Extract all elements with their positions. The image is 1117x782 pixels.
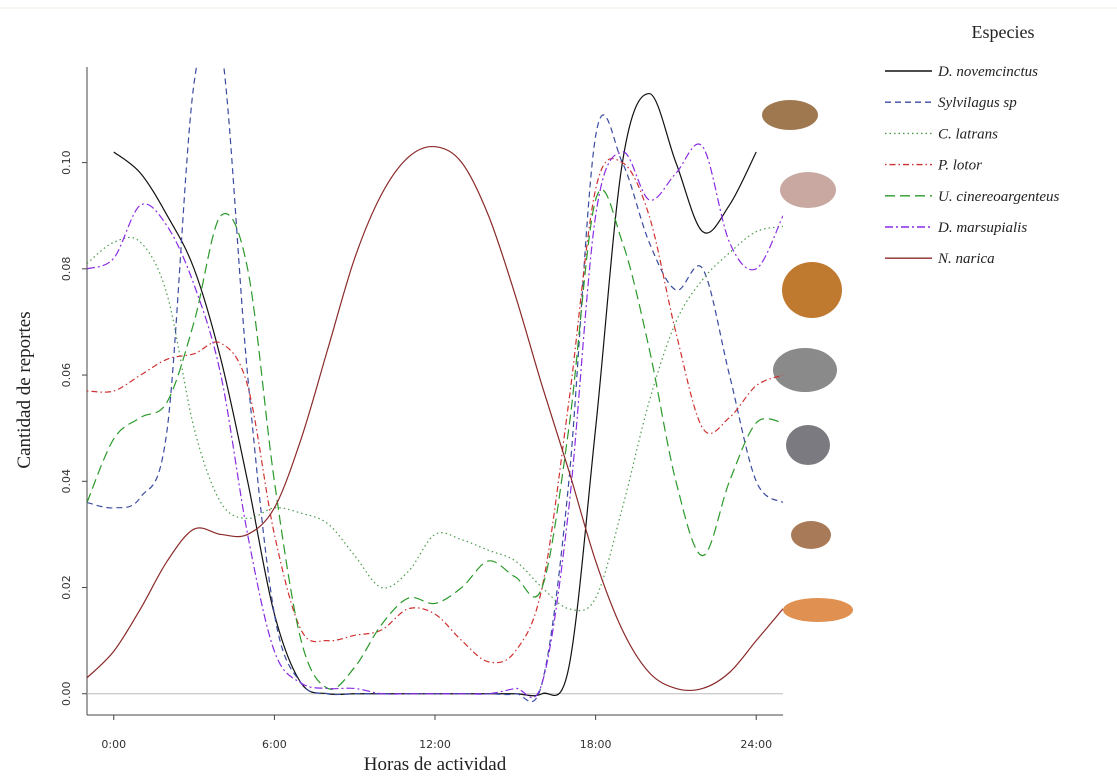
armadillo-icon bbox=[762, 100, 818, 130]
series-line bbox=[113, 92, 757, 697]
y-tick-label: 0.04 bbox=[60, 469, 73, 494]
x-tick-label: 18:00 bbox=[580, 738, 612, 751]
y-tick-label: 0.00 bbox=[60, 682, 73, 707]
y-axis-label: Cantidad de reportes bbox=[14, 311, 35, 468]
fox-icon bbox=[786, 425, 830, 465]
legend-label: C. latrans bbox=[938, 126, 998, 142]
legend-label: N. narica bbox=[937, 251, 995, 267]
series-line bbox=[87, 189, 783, 690]
opossum-icon bbox=[780, 172, 836, 208]
series-line bbox=[87, 157, 783, 664]
y-tick-label: 0.10 bbox=[60, 150, 73, 175]
x-tick-label: 0:00 bbox=[101, 738, 126, 751]
rabbit-icon bbox=[791, 521, 831, 549]
y-tick-label: 0.08 bbox=[60, 257, 73, 282]
x-tick-label: 6:00 bbox=[262, 738, 287, 751]
x-tick-label: 24:00 bbox=[740, 738, 772, 751]
raccoon-icon bbox=[773, 348, 837, 392]
legend-label: D. novemcinctus bbox=[937, 64, 1038, 80]
series-line bbox=[87, 67, 783, 703]
series-line bbox=[87, 143, 783, 699]
x-axis-label: Horas de actividad bbox=[364, 754, 507, 775]
legend-label: P. lotor bbox=[937, 158, 982, 174]
legend-label: U. cinereoargenteus bbox=[938, 189, 1060, 205]
series-line bbox=[87, 225, 783, 612]
coyote-icon bbox=[782, 262, 842, 318]
plot-lines bbox=[87, 67, 783, 703]
series-line bbox=[87, 145, 783, 692]
y-tick-label: 0.06 bbox=[60, 363, 73, 388]
legend-label: D. marsupialis bbox=[937, 220, 1027, 236]
legend-title: Especies bbox=[972, 22, 1035, 42]
x-tick-label: 12:00 bbox=[419, 738, 451, 751]
animal-icons bbox=[762, 100, 853, 622]
legend-label: Sylvilagus sp bbox=[938, 95, 1017, 111]
y-tick-label: 0.02 bbox=[60, 575, 73, 600]
coati-icon bbox=[783, 598, 853, 622]
